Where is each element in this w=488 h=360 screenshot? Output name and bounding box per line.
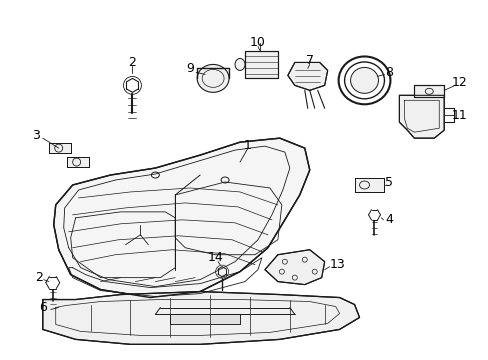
- Ellipse shape: [197, 64, 228, 92]
- Ellipse shape: [235, 58, 244, 71]
- Text: 12: 12: [450, 76, 466, 89]
- Polygon shape: [54, 138, 309, 298]
- Polygon shape: [413, 85, 443, 97]
- Text: 14: 14: [207, 251, 223, 264]
- Polygon shape: [170, 315, 240, 324]
- Polygon shape: [264, 250, 324, 285]
- Text: 1: 1: [244, 139, 251, 152]
- Text: 9: 9: [186, 62, 194, 75]
- Text: 4: 4: [385, 213, 392, 226]
- Text: 10: 10: [249, 36, 265, 49]
- Text: 7: 7: [305, 54, 313, 67]
- Text: 2: 2: [128, 56, 136, 69]
- Polygon shape: [399, 95, 443, 138]
- Polygon shape: [287, 62, 327, 90]
- Polygon shape: [49, 143, 71, 153]
- Polygon shape: [244, 50, 277, 78]
- Polygon shape: [354, 178, 384, 192]
- Text: 3: 3: [32, 129, 40, 142]
- Text: 5: 5: [385, 176, 393, 189]
- Text: 6: 6: [39, 301, 47, 314]
- Text: 13: 13: [329, 258, 345, 271]
- Polygon shape: [66, 157, 88, 167]
- Text: 2: 2: [35, 271, 42, 284]
- Polygon shape: [42, 292, 359, 345]
- Text: 11: 11: [450, 109, 466, 122]
- Ellipse shape: [350, 67, 378, 93]
- Text: 8: 8: [385, 66, 393, 79]
